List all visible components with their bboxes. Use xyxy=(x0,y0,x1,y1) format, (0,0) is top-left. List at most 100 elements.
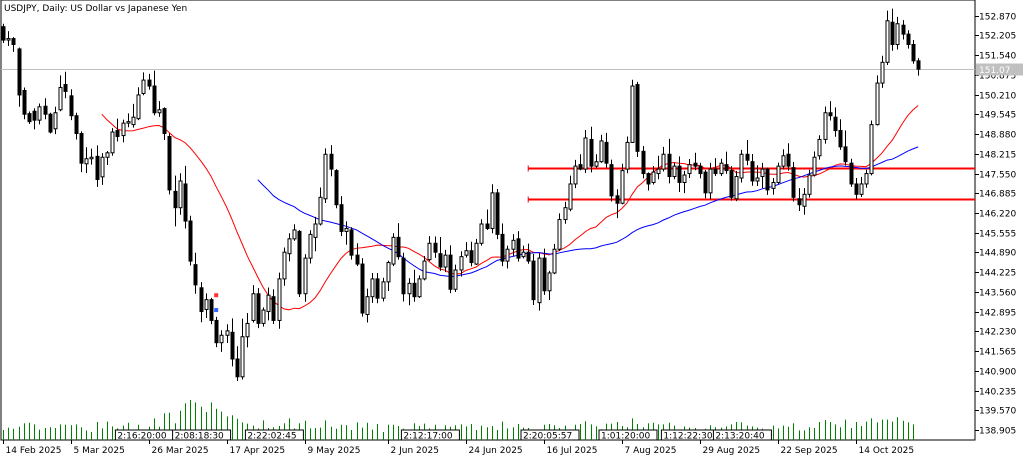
candle-body xyxy=(329,153,334,170)
candle-body xyxy=(199,287,204,313)
candlesticks[interactable] xyxy=(1,8,921,381)
candle xyxy=(589,126,594,173)
candle xyxy=(469,241,474,267)
time-badge-text: 2:12:17:00 xyxy=(403,432,452,442)
date-tick-label: 24 Jun 2025 xyxy=(469,446,523,456)
candle xyxy=(183,165,188,229)
candle xyxy=(282,247,287,286)
candle-body xyxy=(698,165,703,175)
time-badge-box xyxy=(172,429,232,441)
candle-body xyxy=(147,79,152,87)
candle-body xyxy=(895,23,900,46)
candle xyxy=(121,119,126,143)
candle-body xyxy=(802,193,807,207)
candle xyxy=(126,113,131,128)
candle-body xyxy=(1,26,6,41)
candle xyxy=(911,40,916,64)
candle xyxy=(292,224,297,241)
candle xyxy=(521,245,526,259)
candle-body xyxy=(188,220,193,262)
candle-body xyxy=(672,165,677,178)
candle-body xyxy=(152,85,157,114)
candle-body xyxy=(526,251,531,262)
candle xyxy=(880,55,885,88)
candle-body xyxy=(854,183,859,195)
price-tick-label: 151.540 xyxy=(979,52,1016,62)
candle-body xyxy=(724,164,729,172)
date-tick-label: 2 Jun 2025 xyxy=(391,446,439,456)
candle-body xyxy=(557,219,562,250)
candle xyxy=(349,227,354,260)
candle xyxy=(802,188,807,215)
price-tick-label: 148.880 xyxy=(979,131,1016,141)
candle xyxy=(625,136,630,174)
candle-body xyxy=(745,153,750,161)
candle-body xyxy=(843,146,848,163)
candle xyxy=(547,270,552,300)
candle-body xyxy=(339,204,344,232)
candle-body xyxy=(84,158,89,165)
candle xyxy=(635,81,640,157)
candle xyxy=(604,132,609,168)
candle-body xyxy=(105,152,110,158)
candle-body xyxy=(349,229,354,256)
candle xyxy=(308,230,313,264)
candle xyxy=(552,243,557,275)
candle-body xyxy=(100,156,105,178)
candle-body xyxy=(594,161,599,167)
time-badges: 2:16:20:00 2:08:18:30 2:22:02:45 2:12:17:00… xyxy=(114,429,772,442)
candle-body xyxy=(303,257,308,295)
candle xyxy=(729,166,734,201)
candle-body xyxy=(323,153,328,200)
candle xyxy=(838,119,843,150)
candle-body xyxy=(615,195,620,204)
candle-body xyxy=(375,278,380,299)
candle-body xyxy=(178,180,183,209)
price-tick-label: 143.560 xyxy=(979,289,1016,299)
candle-body xyxy=(110,131,115,154)
candle-body xyxy=(760,168,765,178)
price-tick-label: 144.225 xyxy=(979,269,1016,279)
time-badge-text: 2:22:02:45 xyxy=(247,432,296,442)
candle-body xyxy=(355,254,360,265)
date-axis[interactable]: 14 Feb 2025 5 Mar 2025 26 Mar 2025 17 Apr 2… xyxy=(3,440,915,456)
time-badge-box xyxy=(520,429,580,441)
candle-body xyxy=(162,108,167,135)
candle-body xyxy=(823,112,828,140)
candle-body xyxy=(869,124,874,175)
candle xyxy=(43,98,48,120)
candle xyxy=(516,231,521,262)
candle-body xyxy=(776,165,781,183)
candle xyxy=(537,253,542,311)
candle xyxy=(17,47,22,107)
candle xyxy=(682,170,687,194)
candle-body xyxy=(765,168,770,191)
price-tick-label: 142.895 xyxy=(979,309,1016,319)
candle-body xyxy=(734,176,739,200)
candle xyxy=(225,324,230,343)
candle-body xyxy=(911,44,916,62)
price-axis[interactable]: 152.870 152.205 151.540 150.875 150.210 149.5… xyxy=(975,13,1016,437)
candle xyxy=(812,151,817,177)
candle xyxy=(147,73,152,90)
candle-body xyxy=(17,48,22,96)
candle xyxy=(318,187,323,226)
time-badge-text: 2:08:18:30 xyxy=(175,432,224,442)
candle-body xyxy=(890,21,895,46)
candle xyxy=(542,248,547,295)
candle-body xyxy=(511,239,516,250)
candle-body xyxy=(448,254,453,290)
candle-body xyxy=(344,227,349,232)
candle xyxy=(167,133,172,195)
ma-fast-line xyxy=(101,105,919,311)
candle-body xyxy=(334,170,339,206)
candle-body xyxy=(386,262,391,283)
price-tick-label: 146.220 xyxy=(979,210,1016,220)
time-badge-text: 1:01:20:00 xyxy=(601,432,650,442)
candle-body xyxy=(781,155,786,167)
candle xyxy=(573,159,578,189)
candle-body xyxy=(422,260,427,280)
candle-body xyxy=(713,168,718,175)
candle xyxy=(115,118,120,142)
